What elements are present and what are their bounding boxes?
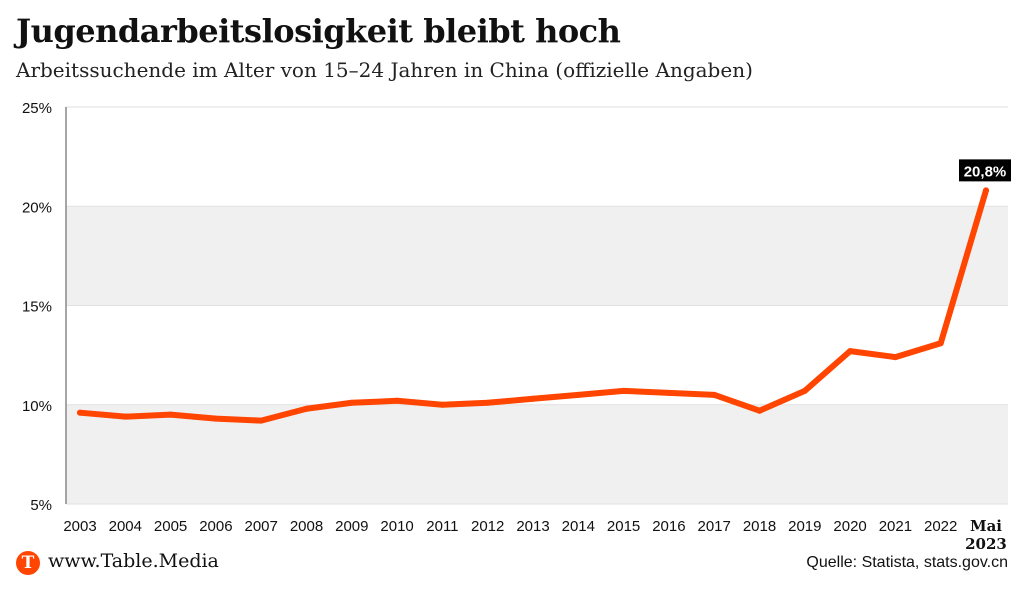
data-point — [801, 387, 808, 394]
data-point — [711, 391, 718, 398]
x-tick-label: 2006 — [199, 518, 232, 535]
x-tick-label: 2010 — [380, 518, 413, 535]
annotation-label: 20,8% — [964, 163, 1007, 180]
data-point — [212, 415, 219, 422]
x-tick-label: 2019 — [788, 518, 821, 535]
grid-band — [66, 206, 1008, 306]
data-point — [484, 399, 491, 406]
x-tick-label: 2009 — [335, 518, 368, 535]
data-point — [530, 395, 536, 402]
data-point — [983, 187, 989, 194]
data-point — [892, 354, 899, 361]
source-note: Quelle: Statista, stats.gov.cn — [806, 554, 1008, 571]
x-tick-label: 2012 — [471, 518, 504, 535]
x-tick-label: 2017 — [698, 518, 731, 535]
x-tick-label: 2004 — [109, 518, 142, 535]
data-point — [620, 387, 627, 394]
data-point — [258, 417, 265, 424]
data-point — [394, 397, 401, 404]
data-point — [575, 391, 582, 398]
x-tick-label: 2011 — [426, 518, 458, 535]
y-tick-label: 20% — [22, 199, 52, 216]
x-tick-label: 2015 — [607, 518, 640, 535]
data-point — [348, 399, 355, 406]
y-tick-label: 25% — [22, 100, 52, 117]
x-tick-label: 2016 — [652, 518, 685, 535]
table-media-logo-icon: T — [16, 551, 40, 575]
data-point — [665, 389, 672, 396]
chart-title: Jugendarbeitslosigkeit bleibt hoch — [16, 12, 621, 50]
x-tick-label: 2021 — [879, 518, 912, 535]
x-tick-label: 2013 — [516, 518, 549, 535]
data-point — [756, 407, 763, 414]
x-tick-label: Mai — [970, 517, 1002, 535]
data-point — [937, 340, 944, 347]
x-tick-label: 2008 — [290, 518, 323, 535]
x-tick-label: 2022 — [924, 518, 957, 535]
x-tick-label: 2020 — [833, 518, 866, 535]
x-tick-label: 2023 — [965, 535, 1007, 553]
x-tick-label: 2014 — [562, 518, 595, 535]
y-tick-label: 15% — [22, 299, 52, 316]
x-tick-label: 2007 — [245, 518, 278, 535]
data-point — [122, 413, 129, 420]
data-point — [847, 348, 854, 355]
annotation-box — [959, 159, 1011, 182]
x-tick-label: 2018 — [743, 518, 776, 535]
data-point — [439, 401, 446, 408]
data-point — [167, 411, 174, 418]
y-tick-label: 5% — [30, 497, 52, 514]
x-tick-label: 2005 — [154, 518, 187, 535]
data-point — [77, 409, 83, 416]
site-link[interactable]: www.Table.Media — [48, 550, 219, 572]
x-tick-label: 2003 — [63, 518, 96, 535]
data-point — [303, 405, 310, 412]
chart-subtitle: Arbeitssuchende im Alter von 15–24 Jahre… — [16, 58, 753, 82]
y-tick-label: 10% — [22, 398, 52, 415]
